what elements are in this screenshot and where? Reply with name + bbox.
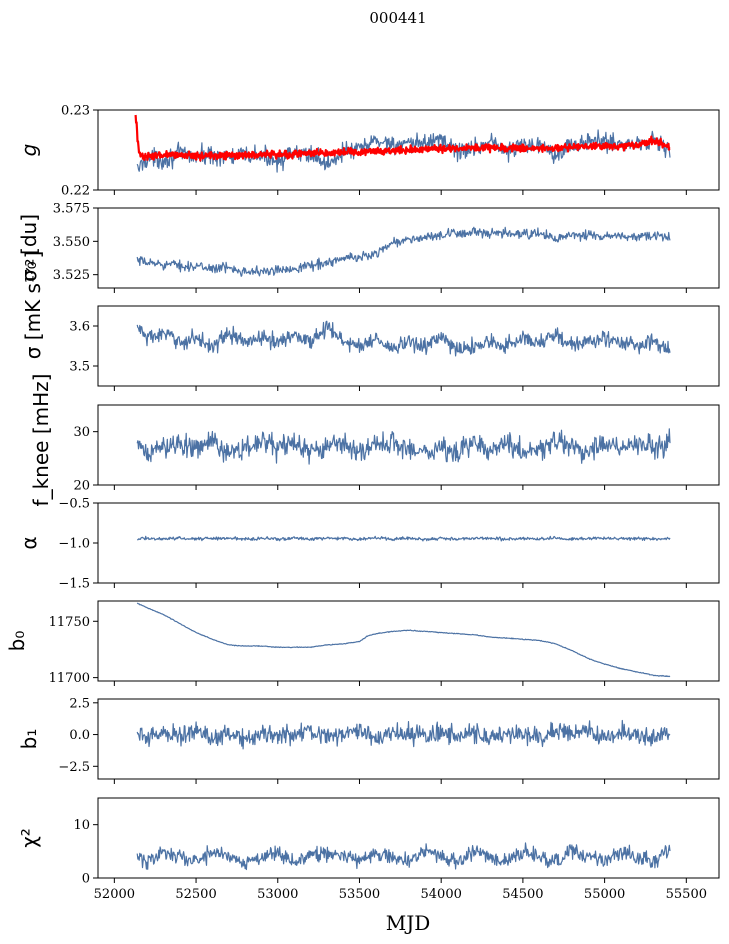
x-tick-label: 54500 [502,887,543,902]
y-axis-label: α [17,536,41,549]
plot-area [136,428,671,465]
plot-area [136,320,671,357]
axes-frame [97,305,720,387]
x-tick-label: 54000 [421,887,462,902]
y-tick-label: 20 [73,479,90,494]
panel-b1: −2.5 0.0 2.5 b₁ [17,696,720,784]
y-tick-label: 11700 [49,671,90,686]
series-line-b1 [136,719,671,750]
y-tick-label: −2.5 [58,760,90,775]
y-tick-label: 11750 [49,615,90,630]
y-tick-label: −1.0 [58,537,90,552]
x-tick-label: 55500 [666,887,707,902]
panel-alpha: −1.5 −1.0 −0.5 α [17,497,720,592]
y-tick-label: 0.23 [61,104,90,119]
x-tick-label: 53500 [339,887,380,902]
panel-b0: 11700 11750 b₀ [5,600,720,686]
axes-frame [97,797,720,879]
plot-area [134,114,671,173]
panels: 0.22 0.23 g 3.525 3.550 3.575 σ₀ [du] 3.5 3.6 σ [… [5,104,720,902]
x-tick-label: 52500 [175,887,216,902]
series-line-sigma [136,320,671,357]
y-axis-label: b₁ [17,729,41,750]
y-axis-label: g [17,144,41,157]
x-tick-label: 53000 [257,887,298,902]
y-axis-label: σ [mK s¹ᐟ²] [21,251,45,360]
plot-area [137,535,671,542]
y-axis-label: σ₀ [du] [17,214,41,282]
y-tick-label: 0.22 [61,184,90,199]
y-tick-label: 3.525 [53,268,90,283]
panel-sigma: 3.5 3.6 σ [mK s¹ᐟ²] [21,251,720,391]
y-tick-label: 30 [73,425,90,440]
y-tick-label: 3.575 [53,202,90,217]
series-line-fknee [136,428,671,465]
series-line-chi2 [136,842,671,871]
series-line-g-fit [134,114,671,162]
series-line-b0 [136,602,671,678]
panel-fknee: 20 30 f_knee [mHz] [29,374,720,507]
x-tick-label: 52000 [94,887,135,902]
axes-frame [97,600,720,682]
y-tick-label: 3.6 [69,320,90,335]
y-tick-label: −1.5 [58,577,90,592]
y-tick-label: 0 [82,872,90,887]
y-tick-label: 3.550 [53,235,90,250]
series-line-alpha [137,535,671,542]
y-tick-label: −0.5 [58,497,90,512]
plot-area [136,719,671,750]
axes-frame [97,207,720,289]
plot-area [136,226,671,277]
y-tick-label: 0.0 [69,728,90,743]
panel-chi2: 52000 52500 53000 53500 54000 54500 55000 55500… [17,797,720,902]
y-tick-label: 2.5 [69,696,90,711]
axes-frame [97,109,720,191]
panel-sigma0: 3.525 3.550 3.575 σ₀ [du] [17,202,720,293]
axes-frame [97,502,720,584]
y-tick-label: 10 [73,818,90,833]
x-axis-label: MJD [386,911,431,935]
series-line-sigma0 [136,226,671,277]
y-axis-label: f_knee [mHz] [29,374,53,507]
plot-area [136,602,671,678]
panel-g: 0.22 0.23 g [17,104,720,199]
y-tick-label: 3.5 [69,360,90,375]
plot-area [136,842,671,871]
x-tick-label: 55000 [584,887,625,902]
y-axis-label: χ² [17,828,41,848]
axes-frame [97,404,720,486]
axes-frame [97,698,720,780]
figure-title: 000441 [369,9,426,27]
y-axis-label: b₀ [5,631,29,652]
